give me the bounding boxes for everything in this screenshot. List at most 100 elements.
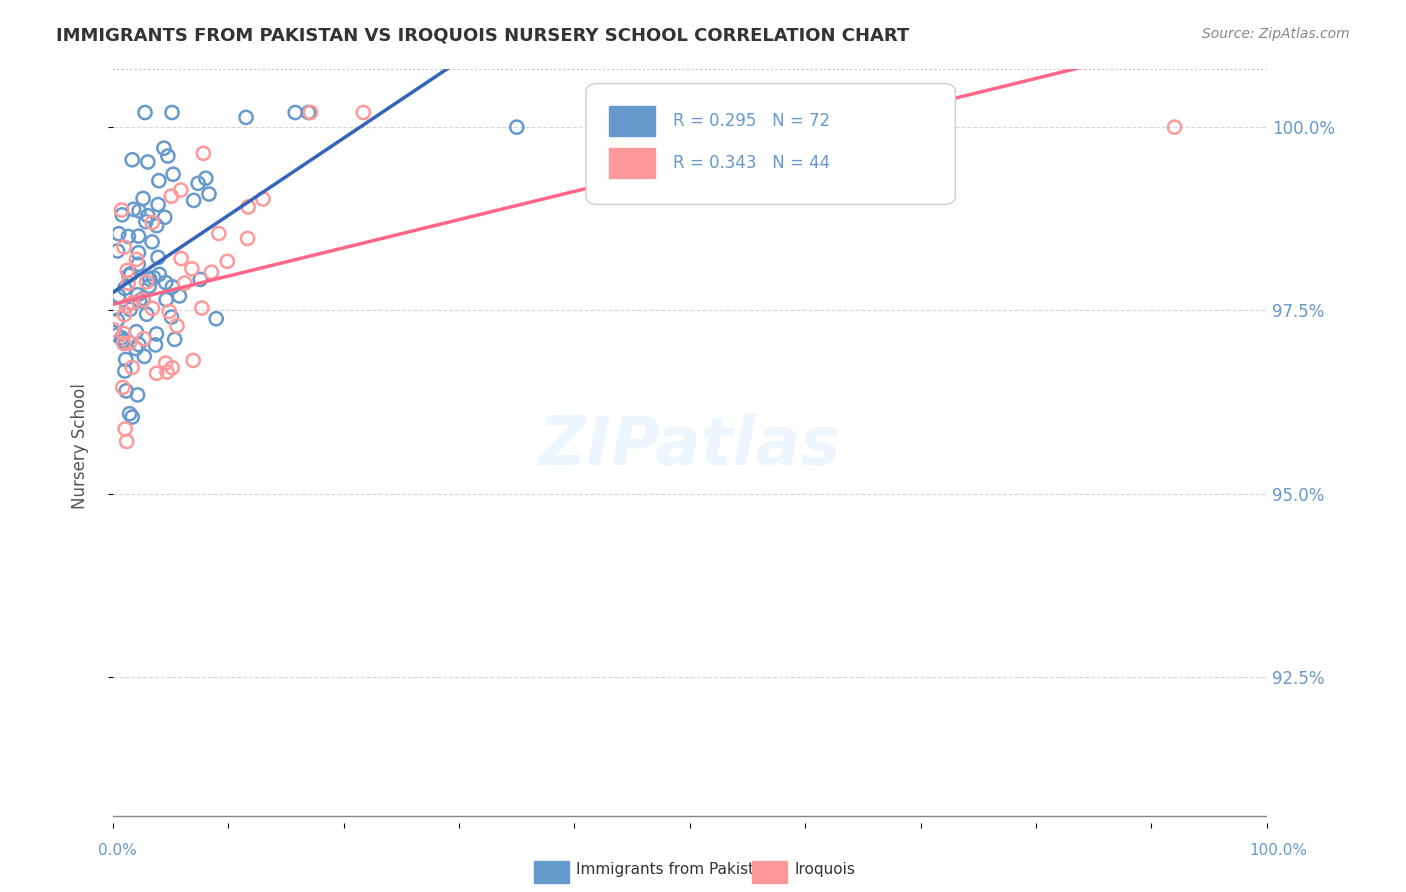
Point [352, 105, 374, 120]
Point [132, 191, 155, 205]
Point [238, 200, 260, 214]
Point [114, 364, 136, 378]
Point [127, 287, 149, 301]
Point [128, 293, 150, 308]
Point [160, 310, 183, 324]
Point [104, 301, 127, 316]
Text: ZIPatlas: ZIPatlas [538, 413, 841, 479]
Point [166, 318, 188, 333]
Point [160, 189, 183, 203]
Point [145, 326, 167, 341]
Point [181, 353, 204, 368]
Point [120, 267, 142, 281]
Point [163, 332, 186, 346]
Point [112, 326, 135, 341]
Point [141, 235, 163, 249]
Point [115, 384, 138, 398]
Point [183, 194, 205, 208]
Point [112, 308, 135, 322]
Point [128, 337, 150, 351]
Point [111, 334, 134, 348]
Text: 0.0%: 0.0% [98, 843, 138, 858]
Point [132, 292, 155, 306]
Text: Source: ZipAtlas.com: Source: ZipAtlas.com [1202, 27, 1350, 41]
Point [145, 219, 167, 233]
Point [145, 338, 167, 352]
Point [111, 208, 134, 222]
Point [138, 279, 160, 293]
Point [299, 105, 322, 120]
Point [145, 366, 167, 380]
FancyBboxPatch shape [609, 106, 655, 136]
Point [155, 293, 177, 307]
Point [205, 311, 228, 326]
Point [136, 209, 159, 223]
Point [114, 422, 136, 436]
Point [118, 336, 141, 351]
Point [156, 149, 179, 163]
Point [141, 301, 163, 316]
Point [153, 141, 176, 155]
Point [114, 352, 136, 367]
Point [141, 215, 163, 229]
Point [235, 111, 257, 125]
Point [120, 302, 142, 317]
Point [194, 171, 217, 186]
Point [115, 299, 138, 313]
Point [128, 204, 150, 219]
Point [1163, 120, 1185, 135]
Point [127, 388, 149, 402]
Point [193, 146, 215, 161]
Point [284, 105, 307, 120]
Point [121, 295, 143, 310]
Point [135, 214, 157, 228]
Point [112, 336, 135, 351]
Point [115, 263, 138, 277]
Point [157, 304, 180, 318]
Point [114, 281, 136, 295]
Point [122, 202, 145, 217]
Point [198, 187, 221, 202]
Point [173, 276, 195, 290]
Text: 100.0%: 100.0% [1250, 843, 1308, 858]
Point [121, 360, 143, 375]
Point [135, 275, 157, 289]
Point [506, 120, 529, 135]
Point [125, 325, 148, 339]
Point [153, 211, 176, 225]
Point [155, 356, 177, 370]
Point [107, 227, 129, 241]
Y-axis label: Nursery School: Nursery School [72, 383, 89, 509]
Point [170, 252, 193, 266]
Text: Immigrants from Pakistan: Immigrants from Pakistan [576, 863, 773, 877]
Point [117, 229, 139, 244]
Point [236, 231, 259, 245]
Point [160, 360, 183, 375]
Point [297, 105, 319, 120]
Point [160, 105, 183, 120]
Text: R = 0.295   N = 72: R = 0.295 N = 72 [672, 112, 830, 130]
Point [180, 261, 202, 276]
Point [134, 350, 156, 364]
Point [155, 276, 177, 290]
Text: Iroquois: Iroquois [794, 863, 855, 877]
Point [128, 229, 150, 244]
Point [252, 192, 274, 206]
Point [132, 332, 155, 346]
Point [127, 257, 149, 271]
Point [134, 105, 156, 120]
Point [107, 288, 129, 302]
Point [148, 268, 170, 282]
Point [136, 155, 159, 169]
Point [105, 313, 128, 327]
Point [117, 276, 139, 290]
Point [125, 342, 148, 356]
FancyBboxPatch shape [586, 84, 955, 204]
FancyBboxPatch shape [609, 148, 655, 178]
Point [127, 245, 149, 260]
Point [191, 301, 214, 315]
Text: IMMIGRANTS FROM PAKISTAN VS IROQUOIS NURSERY SCHOOL CORRELATION CHART: IMMIGRANTS FROM PAKISTAN VS IROQUOIS NUR… [56, 27, 910, 45]
Point [121, 410, 143, 425]
Point [162, 167, 184, 181]
Point [142, 270, 165, 285]
